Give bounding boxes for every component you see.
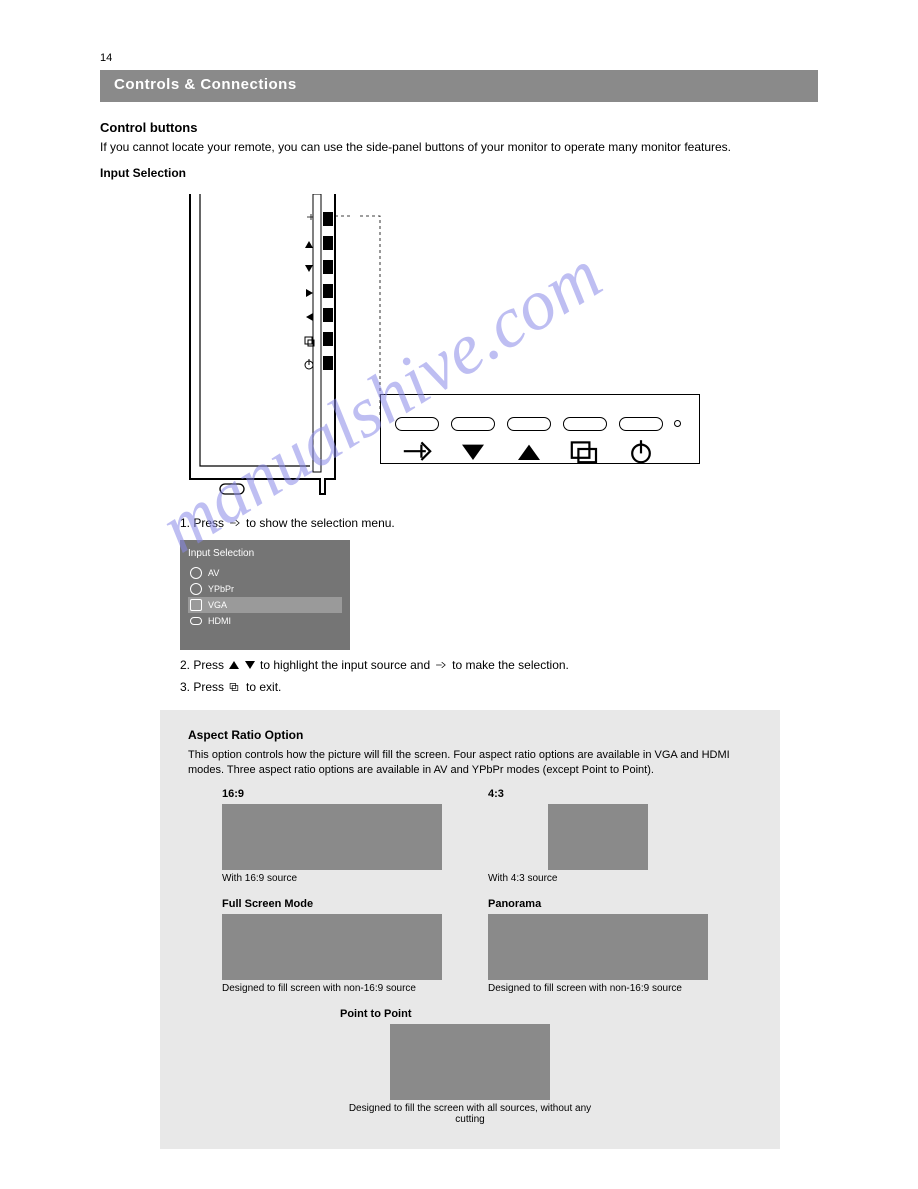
ratio-label: Point to Point — [340, 1008, 600, 1020]
menu-title: Input Selection — [188, 548, 342, 559]
menu-row-vga: VGA — [188, 597, 342, 613]
ratio-caption: Designed to fill screen with non-16:9 so… — [222, 983, 452, 994]
power-icon — [619, 438, 663, 464]
panel-btn-power — [619, 417, 663, 431]
menu-label: YPbPr — [208, 584, 234, 594]
button-panel — [380, 394, 700, 464]
ratio-row-1: 16:9 With 16:9 source 4:3 With 4:3 sourc… — [188, 788, 752, 884]
ratio-img-pano — [488, 914, 708, 980]
page-number: 14 — [100, 52, 112, 64]
menu-icon — [228, 681, 242, 693]
step-1: 1. Press to show the selection menu. — [180, 514, 818, 532]
panel-led — [674, 420, 681, 427]
input-icon — [395, 438, 439, 464]
ratio-cell-ptp: Point to Point Designed to fill the scre… — [340, 1008, 600, 1125]
subhead-input-selection: Input Selection — [100, 166, 818, 180]
aspect-ratio-box: Aspect Ratio Option This option controls… — [160, 710, 780, 1149]
step-3: 3. Press to exit. — [180, 678, 818, 696]
panel-btn-down — [451, 417, 495, 431]
tri-up-icon — [228, 660, 240, 670]
panel-btn-input — [395, 417, 439, 431]
tri-down-icon — [244, 660, 256, 670]
step1-suffix: to show the selection menu. — [246, 514, 395, 532]
step2-prefix: 2. Press — [180, 656, 224, 674]
menu-icon — [563, 438, 607, 464]
section-title: Control buttons — [100, 120, 818, 135]
panel-btn-menu — [563, 417, 607, 431]
ratio-img-ptp — [390, 1024, 550, 1100]
ratio-label: 4:3 — [488, 788, 718, 800]
input-icon — [228, 517, 242, 529]
ratio-label: Full Screen Mode — [222, 898, 452, 910]
menu-label: HDMI — [208, 616, 231, 626]
ratio-caption: Designed to fill screen with non-16:9 so… — [488, 983, 718, 994]
ratio-img-169 — [222, 804, 442, 870]
av-icon — [190, 567, 202, 579]
ratio-cell-full: Full Screen Mode Designed to fill screen… — [222, 898, 452, 994]
ratio-row-2: Full Screen Mode Designed to fill screen… — [188, 898, 752, 994]
input-menu: Input Selection AV YPbPr VGA HDMI — [180, 540, 350, 650]
ratio-cell-169: 16:9 With 16:9 source — [222, 788, 452, 884]
step1-prefix: 1. Press — [180, 514, 224, 532]
ratio-title: Aspect Ratio Option — [188, 728, 752, 742]
section-body: If you cannot locate your remote, you ca… — [100, 139, 818, 156]
ratio-caption: With 4:3 source — [488, 873, 718, 884]
menu-label: AV — [208, 568, 219, 578]
ratio-label: Panorama — [488, 898, 718, 910]
ratio-row-3: Point to Point Designed to fill the scre… — [188, 1008, 752, 1125]
ratio-img-full — [222, 914, 442, 980]
step2-suffix: to make the selection. — [452, 656, 569, 674]
vga-icon — [190, 599, 202, 611]
step2-mid: to highlight the input source and — [260, 656, 430, 674]
header-bar: Controls & Connections — [100, 70, 818, 102]
step-2: 2. Press to highlight the input source a… — [180, 656, 818, 674]
menu-row-av: AV — [188, 565, 342, 581]
menu-label: VGA — [208, 600, 227, 610]
ratio-cell-pano: Panorama Designed to fill screen with no… — [488, 898, 718, 994]
ratio-caption: With 16:9 source — [222, 873, 452, 884]
ratio-caption: Designed to fill the screen with all sou… — [340, 1103, 600, 1125]
ratio-cell-43: 4:3 With 4:3 source — [488, 788, 718, 884]
menu-row-hdmi: HDMI — [188, 613, 342, 629]
tv-corner-diagram — [180, 194, 350, 504]
input-icon — [434, 659, 448, 671]
step3-prefix: 3. Press — [180, 678, 224, 696]
tri-up-icon — [507, 438, 551, 464]
panel-btn-up — [507, 417, 551, 431]
ratio-img-43 — [548, 804, 648, 870]
menu-row-ypbpr: YPbPr — [188, 581, 342, 597]
step3-suffix: to exit. — [246, 678, 281, 696]
ratio-intro: This option controls how the picture wil… — [188, 748, 752, 778]
hdmi-icon — [190, 617, 202, 625]
ratio-label: 16:9 — [222, 788, 452, 800]
ypbpr-icon — [190, 583, 202, 595]
dashed-connector — [352, 194, 382, 504]
diagram-row — [180, 194, 818, 504]
tri-down-icon — [451, 438, 495, 464]
